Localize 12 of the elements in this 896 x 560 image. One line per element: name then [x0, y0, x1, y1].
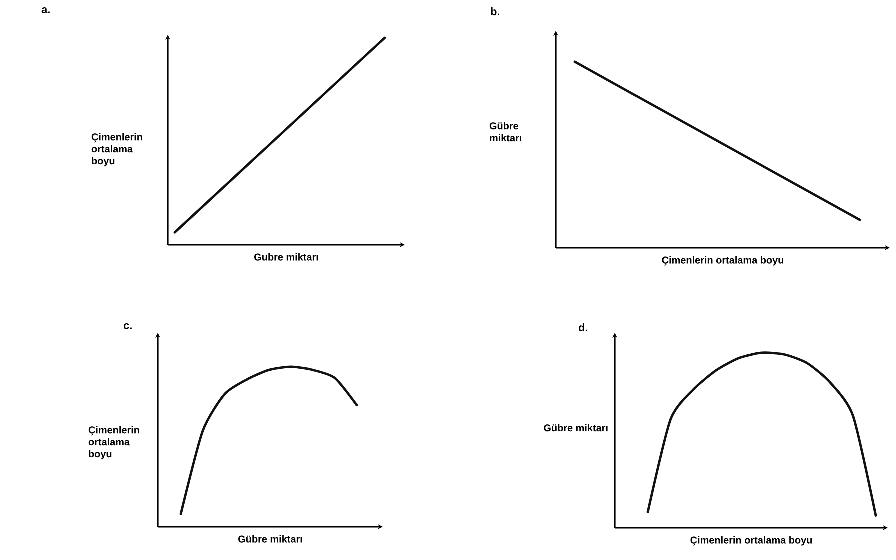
x-axis-title: Çimenlerin ortalama boyu [690, 536, 812, 546]
x-axis-title: Gubre miktarı [254, 254, 318, 261]
chart-title: d. [578, 324, 588, 332]
chart-title: b. [491, 8, 500, 16]
y-axis-title: Çimenlerin ortalama boyu [88, 426, 140, 460]
y-axis-title: Çimenlerin ortalama boyu [92, 133, 142, 167]
y-axis-title: Gübre miktarı [490, 122, 522, 142]
chart-title: c. [124, 324, 132, 330]
chart-title: a. [42, 8, 50, 14]
y-axis-title: Gübre miktarı [544, 424, 608, 432]
x-axis-title: Çimenlerin ortalama boyu [662, 256, 784, 266]
x-axis-title: Gübre miktarı [238, 536, 302, 543]
